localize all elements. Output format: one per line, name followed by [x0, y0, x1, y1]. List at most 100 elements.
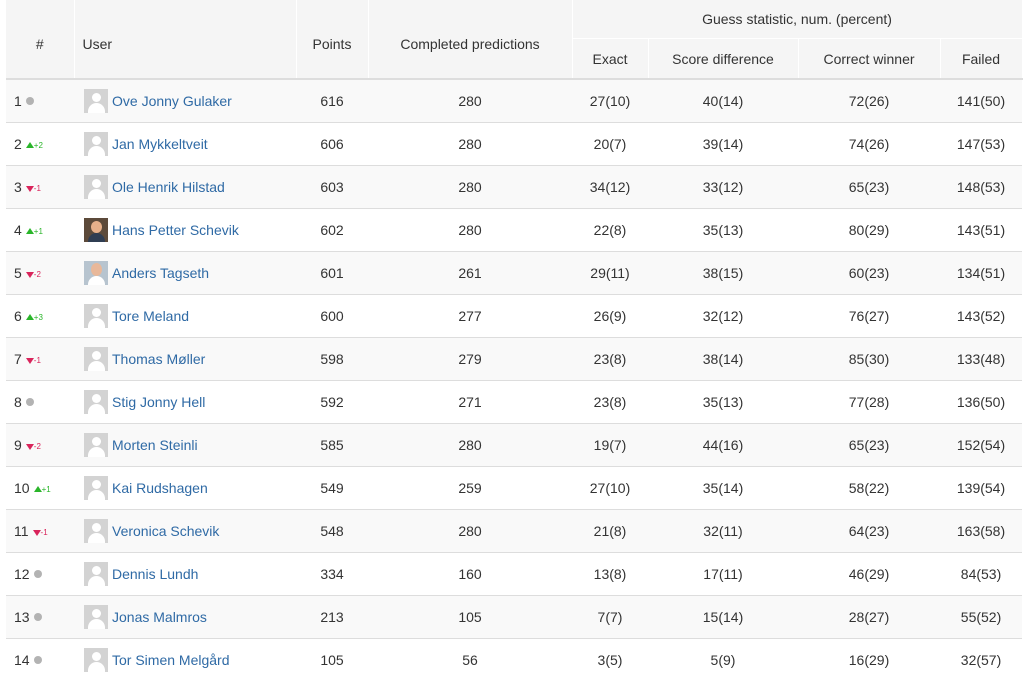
user-link[interactable]: Tor Simen Melgård	[112, 652, 230, 668]
col-rank-header[interactable]: #	[6, 0, 75, 80]
failed-cell: 141(50)	[940, 78, 1023, 123]
rank-cell: 4 +1	[6, 208, 74, 252]
failed-cell: 143(52)	[940, 294, 1023, 338]
unchanged-dot-icon	[33, 656, 42, 664]
rank-cell: 10 +1	[6, 466, 74, 510]
rank-number: 9	[14, 437, 22, 453]
user-link[interactable]: Jonas Malmros	[112, 609, 207, 625]
rank-cell: 12	[6, 552, 74, 596]
user-link[interactable]: Veronica Schevik	[112, 523, 220, 539]
rank-cell: 6 +3	[6, 294, 74, 338]
score-difference-cell: 32(12)	[648, 294, 798, 338]
correct-winner-cell: 77(28)	[798, 380, 940, 424]
avatar	[84, 648, 108, 672]
user-link[interactable]: Dennis Lundh	[112, 566, 199, 582]
user-cell: Tor Simen Melgård	[74, 638, 296, 681]
avatar	[84, 519, 108, 543]
trend-up-icon	[25, 228, 34, 234]
exact-cell: 27(10)	[572, 78, 648, 123]
points-cell: 606	[296, 122, 368, 166]
avatar	[84, 132, 108, 156]
user-link[interactable]: Morten Steinli	[112, 437, 198, 453]
rank-number: 3	[14, 179, 22, 195]
col-completed-header[interactable]: Completed predictions	[368, 0, 573, 80]
unchanged-dot-icon	[33, 613, 42, 621]
points-cell: 600	[296, 294, 368, 338]
table-row: 10 +1 Kai Rudshagen 549 259 27(10) 35(14) 58(22…	[6, 466, 1023, 510]
avatar-shoulders	[88, 490, 105, 500]
points-cell: 598	[296, 337, 368, 381]
avatar-shoulders	[88, 662, 105, 672]
points-cell: 548	[296, 509, 368, 553]
table-row: 8 Stig Jonny Hell 592 271 23(8) 35(13) 77(28) 1…	[6, 380, 1023, 424]
avatar-shoulders	[88, 619, 105, 629]
completed-cell: 277	[368, 294, 572, 338]
user-link[interactable]: Jan Mykkeltveit	[112, 136, 208, 152]
rank-number: 8	[14, 394, 22, 410]
table-row: 3 -1 Ole Henrik Hilstad 603 280 34(12) 33(12) 6…	[6, 165, 1023, 209]
score-difference-cell: 15(14)	[648, 595, 798, 639]
score-difference-cell: 35(13)	[648, 380, 798, 424]
trend-down-icon	[25, 358, 34, 364]
failed-cell: 134(51)	[940, 251, 1023, 295]
user-link[interactable]: Kai Rudshagen	[112, 480, 208, 496]
failed-cell: 32(57)	[940, 638, 1023, 681]
user-cell: Veronica Schevik	[74, 509, 296, 553]
points-cell: 592	[296, 380, 368, 424]
user-link[interactable]: Tore Meland	[112, 308, 190, 324]
user-cell: Anders Tagseth	[74, 251, 296, 295]
col-failed-header[interactable]: Failed	[940, 38, 1023, 80]
correct-winner-cell: 46(29)	[798, 552, 940, 596]
exact-cell: 19(7)	[572, 423, 648, 467]
user-link[interactable]: Ole Henrik Hilstad	[112, 179, 225, 195]
user-cell: Kai Rudshagen	[74, 466, 296, 510]
avatar-shoulders	[88, 404, 105, 414]
correct-winner-cell: 65(23)	[798, 423, 940, 467]
unchanged-dot-icon	[33, 570, 42, 578]
correct-winner-cell: 85(30)	[798, 337, 940, 381]
col-user-header[interactable]: User	[74, 0, 297, 80]
rank-change: -1	[40, 528, 48, 537]
table-row: 11 -1 Veronica Schevik 548 280 21(8) 32(11) 64(…	[6, 509, 1023, 553]
avatar	[84, 261, 108, 285]
avatar	[84, 218, 108, 242]
correct-winner-cell: 80(29)	[798, 208, 940, 252]
trend-up-icon	[33, 486, 42, 492]
completed-cell: 280	[368, 509, 572, 553]
exact-cell: 29(11)	[572, 251, 648, 295]
rank-cell: 9 -2	[6, 423, 74, 467]
rank-change: -2	[33, 442, 41, 451]
rank-cell: 13	[6, 595, 74, 639]
user-link[interactable]: Hans Petter Schevik	[112, 222, 239, 238]
avatar	[84, 605, 108, 629]
avatar-head	[92, 652, 101, 661]
user-link[interactable]: Anders Tagseth	[112, 265, 210, 281]
user-link[interactable]: Ove Jonny Gulaker	[112, 93, 232, 109]
unchanged-dot-icon	[25, 97, 34, 105]
user-cell: Morten Steinli	[74, 423, 296, 467]
avatar-shoulders	[88, 318, 105, 328]
table-row: 2 +2 Jan Mykkeltveit 606 280 20(7) 39(14) 74(26…	[6, 122, 1023, 166]
score-difference-cell: 39(14)	[648, 122, 798, 166]
col-points-header[interactable]: Points	[296, 0, 369, 80]
avatar	[84, 562, 108, 586]
rank-cell: 7 -1	[6, 337, 74, 381]
exact-cell: 23(8)	[572, 380, 648, 424]
failed-cell: 55(52)	[940, 595, 1023, 639]
user-link[interactable]: Thomas Møller	[112, 351, 206, 367]
user-link[interactable]: Stig Jonny Hell	[112, 394, 206, 410]
table-row: 6 +3 Tore Meland 600 277 26(9) 32(12) 76(27) 143…	[6, 294, 1023, 338]
points-cell: 602	[296, 208, 368, 252]
table-row: 5 -2 Anders Tagseth 601 261 29(11) 38(15) 60(23…	[6, 251, 1023, 295]
col-score-difference-header[interactable]: Score difference	[648, 38, 799, 80]
col-exact-header[interactable]: Exact	[572, 38, 649, 80]
exact-cell: 23(8)	[572, 337, 648, 381]
table-row: 13 Jonas Malmros 213 105 7(7) 15(14) 28(27) 55(…	[6, 595, 1023, 639]
rank-change: -1	[33, 356, 41, 365]
points-cell: 601	[296, 251, 368, 295]
rank-change: +1	[41, 485, 51, 494]
rank-number: 2	[14, 136, 22, 152]
trend-down-icon	[25, 444, 34, 450]
col-correct-winner-header[interactable]: Correct winner	[798, 38, 941, 80]
failed-cell: 152(54)	[940, 423, 1023, 467]
